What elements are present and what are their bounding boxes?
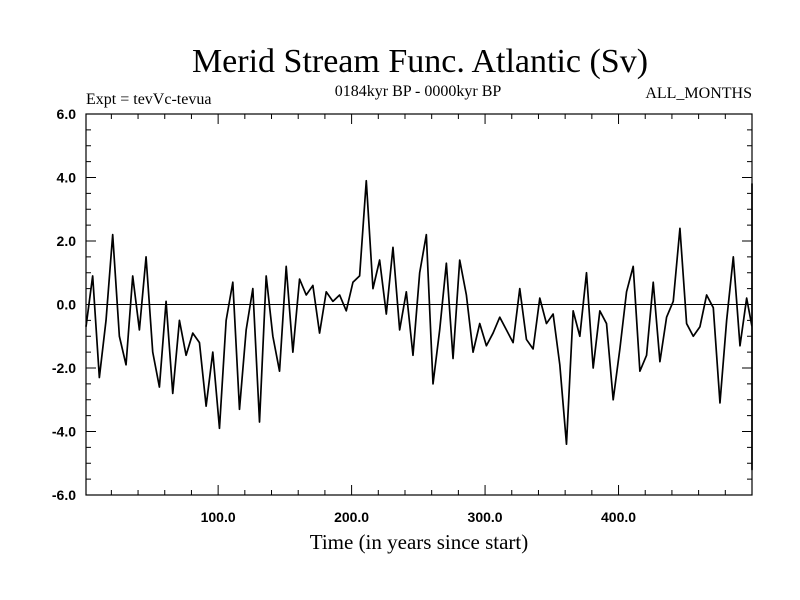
y-tick-label: -2.0 (52, 360, 76, 376)
months-label: ALL_MONTHS (645, 85, 752, 102)
x-tick-label: 400.0 (601, 509, 636, 525)
y-tick-labels: 6.0 4.0 2.0 0.0 -2.0 -4.0 -6.0 (52, 106, 76, 503)
y-tick-label: 6.0 (57, 106, 77, 122)
x-tick-label: 100.0 (201, 509, 236, 525)
y-tick-label: 4.0 (57, 170, 77, 186)
chart-title: Merid Stream Func. Atlantic (Sv) (192, 43, 648, 80)
series-group (85, 179, 753, 471)
time-range-label: 0184kyr BP - 0000kyr BP (335, 83, 502, 100)
x-axis-label: Time (in years since start) (310, 530, 529, 554)
x-tick-labels: 100.0 200.0 300.0 400.0 (201, 509, 637, 525)
y-tick-label: 2.0 (57, 233, 77, 249)
y-tick-label: 0.0 (57, 297, 77, 313)
y-tick-label: -4.0 (52, 424, 76, 440)
x-tick-label: 300.0 (468, 509, 503, 525)
experiment-label: Expt = tevVc-tevua (86, 91, 211, 108)
axis-ticks (86, 113, 752, 496)
series-line (85, 179, 753, 471)
x-tick-label: 200.0 (334, 509, 369, 525)
y-tick-label: -6.0 (52, 487, 76, 503)
